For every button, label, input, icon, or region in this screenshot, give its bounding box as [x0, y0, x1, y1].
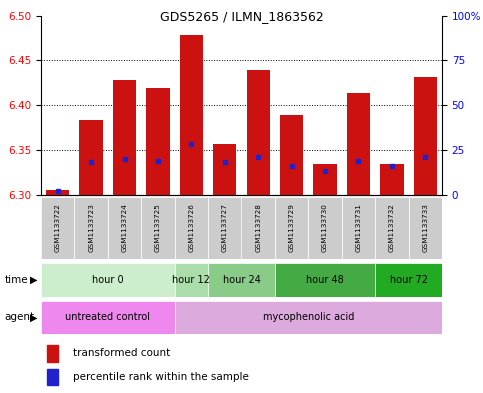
Text: hour 48: hour 48 — [306, 275, 344, 285]
Text: GSM1133723: GSM1133723 — [88, 204, 94, 252]
Bar — [347, 93, 370, 195]
Text: GSM1133733: GSM1133733 — [422, 204, 428, 252]
Bar — [280, 115, 303, 195]
Text: ▶: ▶ — [29, 312, 37, 322]
Bar — [74, 196, 108, 259]
Bar — [47, 369, 58, 385]
Text: GSM1133725: GSM1133725 — [155, 204, 161, 252]
Bar — [175, 263, 208, 297]
Bar — [80, 120, 103, 195]
Text: GSM1133727: GSM1133727 — [222, 204, 228, 252]
Text: hour 0: hour 0 — [92, 275, 124, 285]
Bar — [142, 196, 175, 259]
Text: GSM1133729: GSM1133729 — [289, 204, 295, 252]
Text: GSM1133731: GSM1133731 — [355, 204, 361, 252]
Bar — [41, 263, 175, 297]
Bar — [108, 196, 142, 259]
Bar — [208, 196, 242, 259]
Bar — [308, 196, 342, 259]
Text: hour 24: hour 24 — [223, 275, 260, 285]
Bar — [208, 263, 275, 297]
Bar — [175, 301, 442, 334]
Text: agent: agent — [5, 312, 35, 322]
Text: transformed count: transformed count — [72, 349, 170, 358]
Text: time: time — [5, 275, 28, 285]
Text: ▶: ▶ — [29, 275, 37, 285]
Text: hour 72: hour 72 — [389, 275, 427, 285]
Bar — [47, 345, 58, 362]
Bar — [41, 301, 175, 334]
Text: GSM1133728: GSM1133728 — [255, 204, 261, 252]
Text: hour 12: hour 12 — [172, 275, 210, 285]
Bar — [46, 190, 70, 195]
Bar — [242, 196, 275, 259]
Bar — [246, 70, 270, 195]
Text: GDS5265 / ILMN_1863562: GDS5265 / ILMN_1863562 — [159, 10, 324, 23]
Bar — [146, 88, 170, 195]
Text: GSM1133724: GSM1133724 — [122, 204, 128, 252]
Bar — [413, 77, 437, 195]
Bar — [380, 164, 403, 195]
Bar — [175, 196, 208, 259]
Bar — [180, 35, 203, 195]
Text: GSM1133730: GSM1133730 — [322, 204, 328, 252]
Text: percentile rank within the sample: percentile rank within the sample — [72, 372, 249, 382]
Bar — [375, 263, 442, 297]
Text: GSM1133722: GSM1133722 — [55, 204, 61, 252]
Bar — [275, 196, 308, 259]
Text: mycophenolic acid: mycophenolic acid — [263, 312, 354, 322]
Bar — [275, 263, 375, 297]
Bar — [113, 80, 136, 195]
Text: untreated control: untreated control — [65, 312, 150, 322]
Text: GSM1133726: GSM1133726 — [188, 204, 194, 252]
Text: GSM1133732: GSM1133732 — [389, 204, 395, 252]
Bar — [375, 196, 409, 259]
Bar — [342, 196, 375, 259]
Bar — [409, 196, 442, 259]
Bar — [213, 145, 237, 195]
Bar — [313, 164, 337, 195]
Bar — [41, 196, 74, 259]
